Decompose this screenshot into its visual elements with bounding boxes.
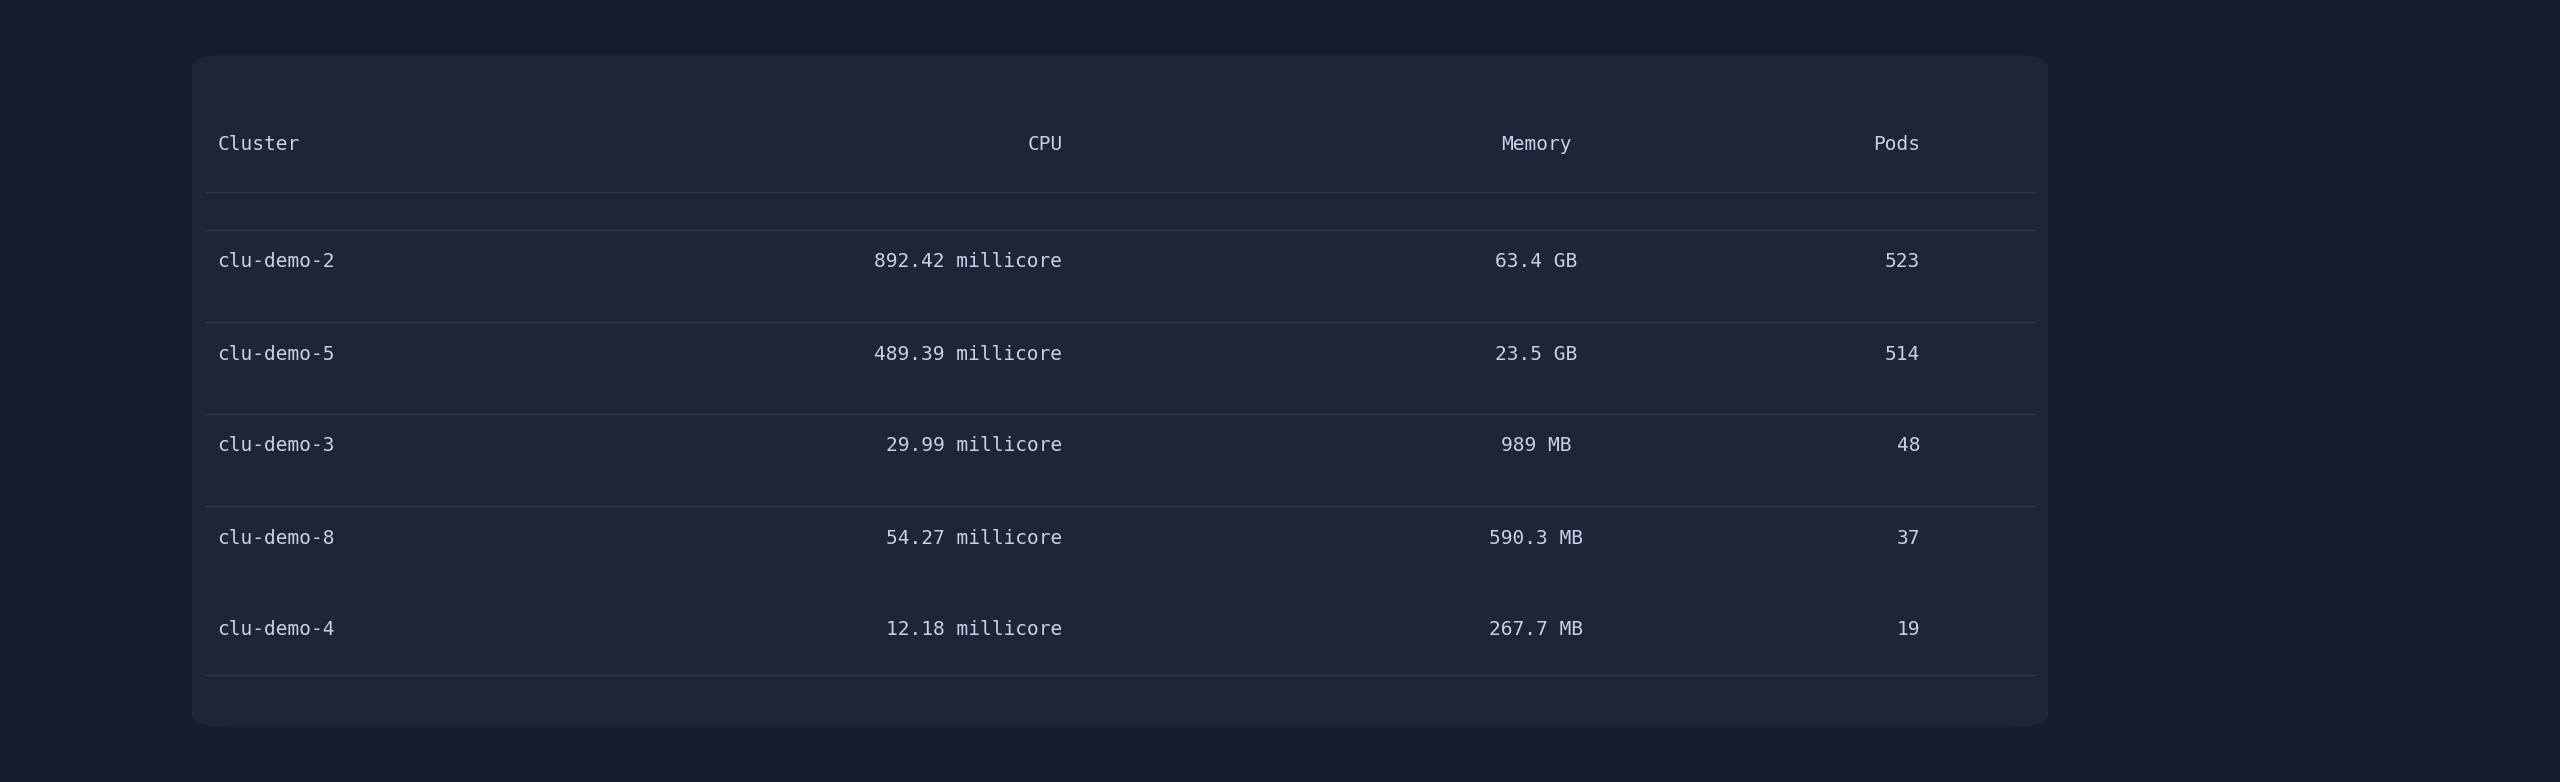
Text: clu-demo-2: clu-demo-2 xyxy=(218,253,335,271)
Text: Memory: Memory xyxy=(1500,135,1572,154)
Text: Cluster: Cluster xyxy=(218,135,300,154)
Text: 267.7 MB: 267.7 MB xyxy=(1490,620,1582,639)
Text: clu-demo-5: clu-demo-5 xyxy=(218,345,335,364)
Text: Pods: Pods xyxy=(1874,135,1920,154)
Text: 489.39 millicore: 489.39 millicore xyxy=(876,345,1062,364)
Text: 54.27 millicore: 54.27 millicore xyxy=(886,529,1062,547)
Text: clu-demo-8: clu-demo-8 xyxy=(218,529,335,547)
Text: clu-demo-4: clu-demo-4 xyxy=(218,620,335,639)
Text: 989 MB: 989 MB xyxy=(1500,436,1572,455)
Text: CPU: CPU xyxy=(1027,135,1062,154)
Text: 29.99 millicore: 29.99 millicore xyxy=(886,436,1062,455)
Text: 19: 19 xyxy=(1897,620,1920,639)
Text: 48: 48 xyxy=(1897,436,1920,455)
Text: 590.3 MB: 590.3 MB xyxy=(1490,529,1582,547)
Text: 12.18 millicore: 12.18 millicore xyxy=(886,620,1062,639)
Text: 892.42 millicore: 892.42 millicore xyxy=(876,253,1062,271)
Text: 63.4 GB: 63.4 GB xyxy=(1495,253,1577,271)
FancyBboxPatch shape xyxy=(192,55,2048,727)
Text: 523: 523 xyxy=(1884,253,1920,271)
Text: clu-demo-3: clu-demo-3 xyxy=(218,436,335,455)
Text: 514: 514 xyxy=(1884,345,1920,364)
Text: 23.5 GB: 23.5 GB xyxy=(1495,345,1577,364)
Text: 37: 37 xyxy=(1897,529,1920,547)
